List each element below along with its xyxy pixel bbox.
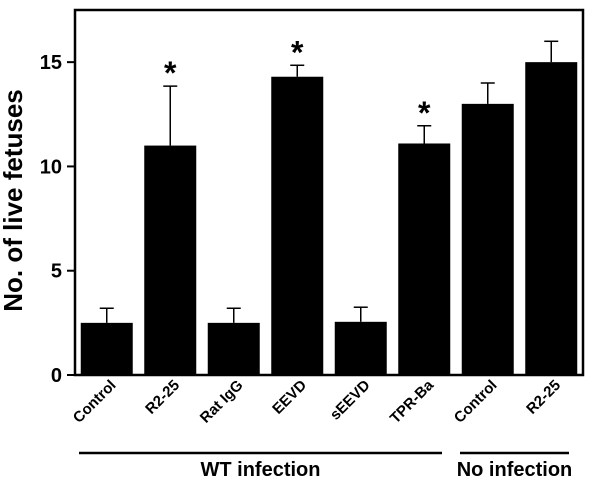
x-tick-label: R2-25 — [142, 377, 183, 418]
x-tick-label: sEEVD — [327, 377, 374, 424]
y-tick-label: 15 — [40, 52, 62, 74]
bar — [334, 321, 387, 375]
error-bars — [99, 40, 559, 323]
significance-markers: * * * — [164, 34, 431, 130]
bar — [398, 143, 451, 375]
plot-frame — [73, 8, 585, 377]
bar — [525, 62, 578, 376]
y-tick-label: 5 — [51, 261, 62, 283]
x-axis-tick-labels: Control R2-25 Rat IgG EEVD sEEVD TPR-Ba Contro… — [70, 376, 564, 427]
y-tick-label: 0 — [51, 365, 62, 387]
group-label: WT infection — [201, 459, 321, 481]
x-tick-label: TPR-Ba — [387, 376, 438, 427]
bars — [80, 62, 578, 376]
y-axis-label: No. of live fetuses — [0, 89, 28, 312]
y-tick-label: 10 — [40, 156, 62, 178]
significance-marker: * — [418, 95, 431, 131]
bar — [80, 322, 133, 375]
bar — [461, 103, 514, 375]
group-label: No infection — [457, 459, 573, 481]
bar — [144, 145, 197, 375]
y-axis-ticks: 0 5 10 15 — [40, 52, 75, 387]
bar — [271, 76, 324, 375]
x-tick-label: EEVD — [269, 377, 310, 418]
bar — [207, 322, 260, 375]
group-brackets: WT infection No infection — [79, 451, 573, 481]
x-tick-label: Control — [70, 377, 120, 427]
significance-marker: * — [291, 34, 304, 70]
significance-marker: * — [164, 55, 177, 91]
x-tick-label: R2-25 — [523, 377, 564, 418]
x-tick-label: Control — [451, 377, 501, 427]
x-tick-label: Rat IgG — [197, 377, 247, 427]
